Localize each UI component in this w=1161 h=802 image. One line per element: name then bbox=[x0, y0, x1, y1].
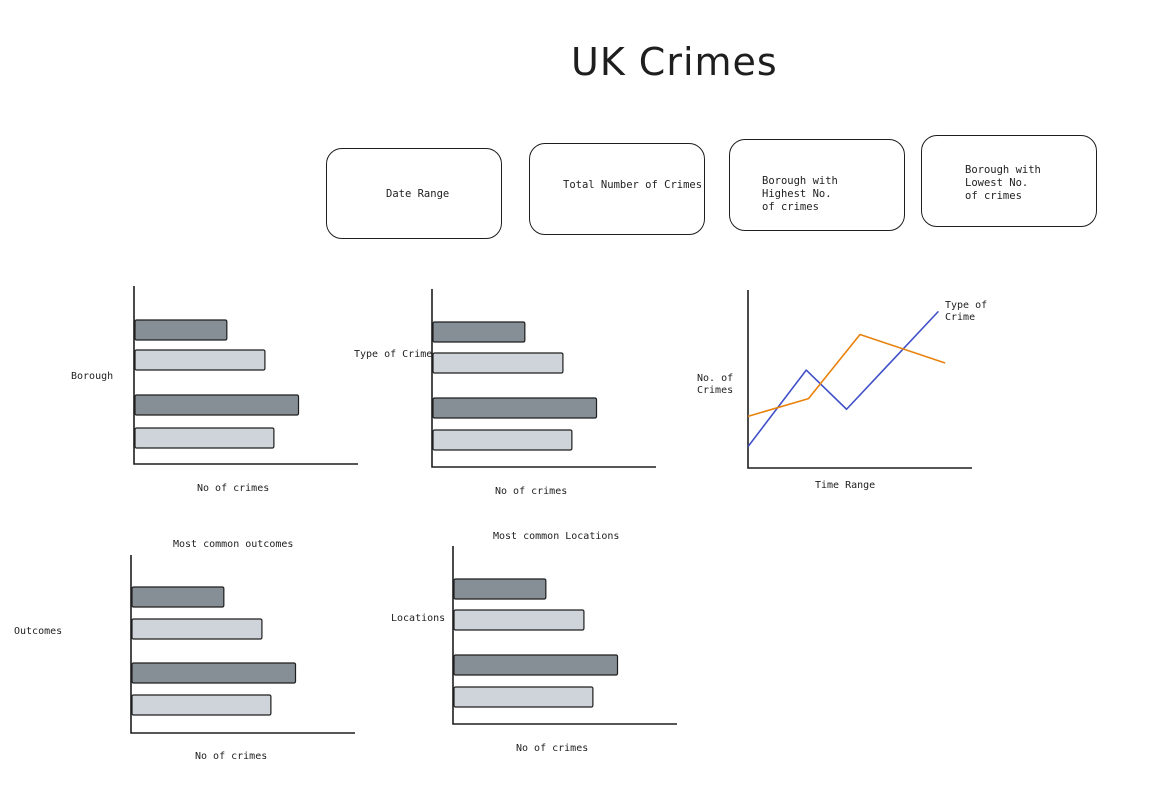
card-highest-borough[interactable]: Borough with Highest No. of crimes bbox=[729, 139, 905, 231]
card-label: Borough with Lowest No. of crimes bbox=[965, 164, 1041, 202]
chart-trend-xlabel: Time Range bbox=[815, 480, 876, 491]
chart-trend-ylabel-2: Crimes bbox=[697, 385, 734, 396]
chart-borough-ylabel: Borough bbox=[71, 371, 114, 382]
chart-outcomes-title: Most common outcomes bbox=[173, 539, 294, 550]
card-date-range[interactable]: Date Range bbox=[326, 148, 502, 239]
chart-bar bbox=[134, 427, 275, 449]
chart-axes bbox=[452, 546, 677, 725]
chart-bar bbox=[453, 686, 594, 708]
card-total-crimes[interactable]: Total Number of Crimes bbox=[529, 143, 705, 235]
chart-axes bbox=[130, 555, 355, 734]
chart-trend-legend-1: Type of bbox=[945, 300, 988, 311]
chart-borough-xlabel: No of crimes bbox=[197, 483, 270, 494]
chart-type-xlabel: No of crimes bbox=[495, 486, 568, 497]
chart-trend-legend-2: Crime bbox=[945, 312, 976, 323]
chart-bar bbox=[134, 394, 300, 416]
chart-bar bbox=[134, 349, 266, 371]
chart-axes bbox=[431, 289, 656, 468]
chart-axes bbox=[133, 286, 358, 465]
chart-bar bbox=[432, 397, 598, 419]
chart-axes bbox=[747, 290, 972, 469]
card-lowest-borough[interactable]: Borough with Lowest No. of crimes bbox=[921, 135, 1097, 227]
chart-type-ylabel: Type of Crime bbox=[354, 349, 433, 360]
chart-bar bbox=[432, 352, 564, 374]
chart-trend-ylabel-1: No. of bbox=[697, 373, 734, 384]
chart-bar bbox=[134, 319, 228, 341]
chart-bar bbox=[453, 609, 585, 631]
chart-series-line-2 bbox=[747, 333, 946, 418]
card-label: Date Range bbox=[386, 188, 450, 200]
chart-locations-xlabel: No of crimes bbox=[516, 743, 589, 754]
card-label: Total Number of Crimes bbox=[563, 179, 703, 191]
page-title: UK Crimes bbox=[571, 40, 778, 84]
chart-locations-title: Most common Locations bbox=[493, 531, 620, 542]
chart-bar bbox=[453, 654, 619, 676]
chart-bar bbox=[453, 578, 547, 600]
chart-bar bbox=[432, 429, 573, 451]
chart-bar bbox=[432, 321, 526, 343]
chart-locations-ylabel: Locations bbox=[391, 613, 446, 624]
chart-bar bbox=[131, 618, 263, 640]
chart-bar bbox=[131, 586, 225, 608]
chart-outcomes-ylabel: Outcomes bbox=[14, 626, 63, 637]
chart-outcomes-xlabel: No of crimes bbox=[195, 751, 268, 762]
card-label: Borough with Highest No. of crimes bbox=[762, 175, 838, 213]
chart-bar bbox=[131, 662, 297, 684]
chart-bar bbox=[131, 694, 272, 716]
